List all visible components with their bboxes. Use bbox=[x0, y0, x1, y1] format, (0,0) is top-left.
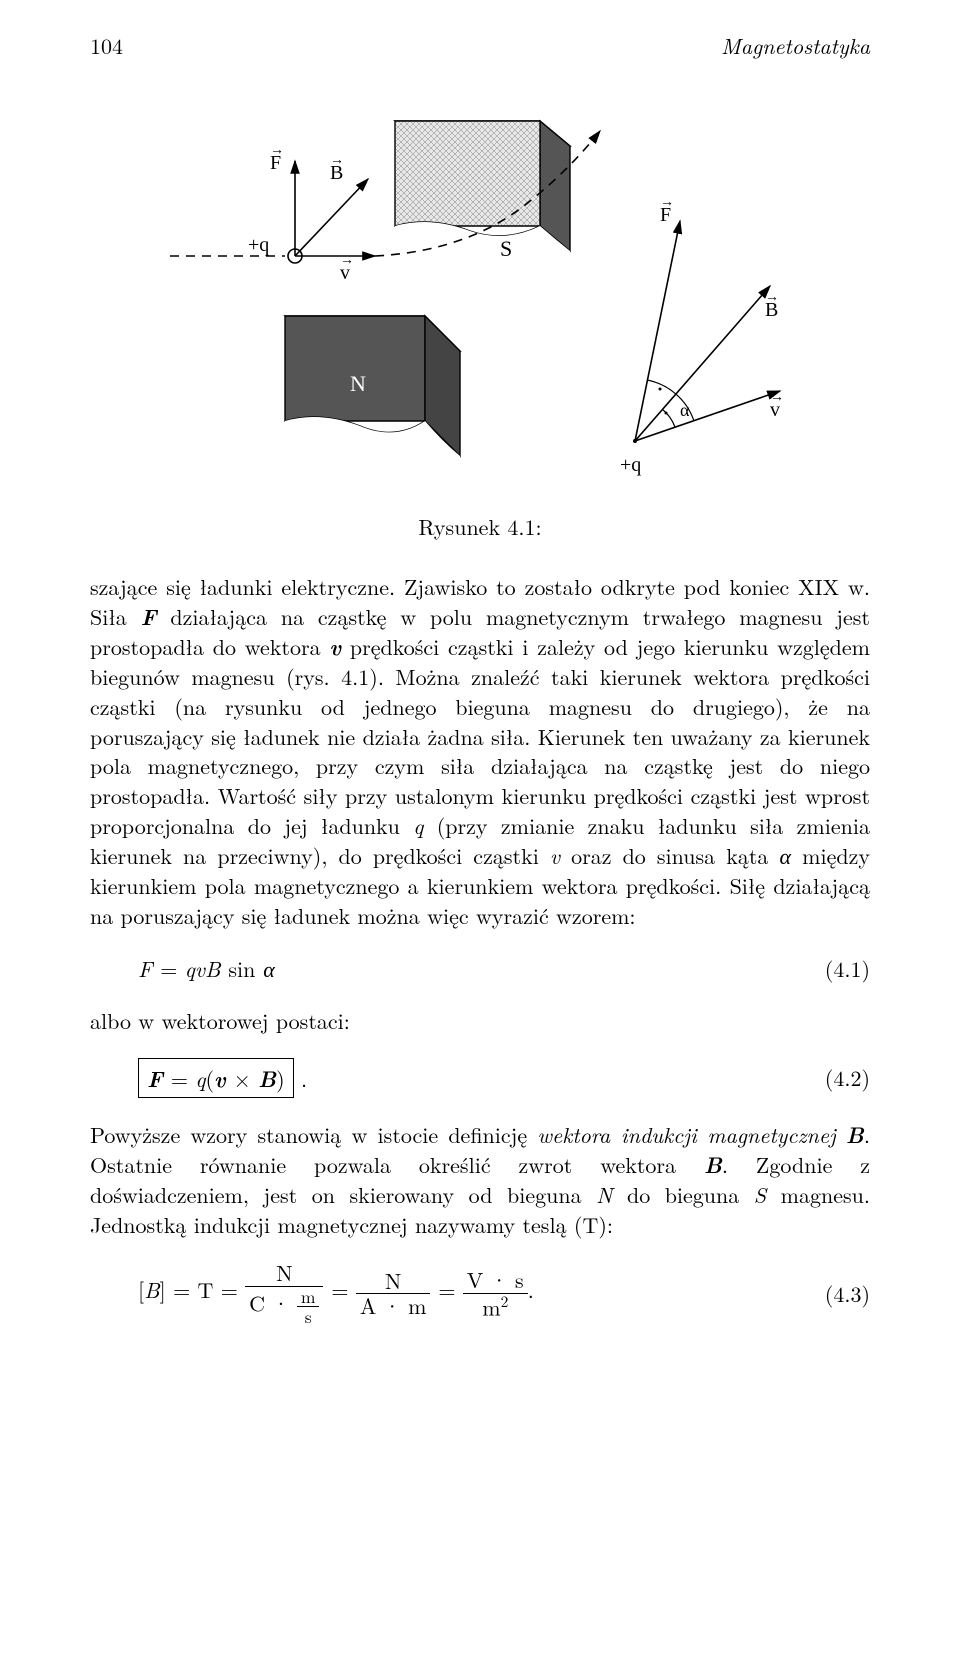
svg-text:→: → bbox=[330, 153, 344, 168]
equation-4-1: F = qvB sin α (4.1) bbox=[90, 953, 870, 984]
chapter-title: Magnetostatyka bbox=[721, 30, 870, 61]
body-paragraph-1: szające się ładunki elektryczne. Zjawisk… bbox=[90, 572, 870, 931]
text-frag: oraz do sinusa kąta bbox=[560, 840, 780, 871]
page-header: 104 Magnetostatyka bbox=[90, 30, 870, 61]
sym-alpha: α bbox=[780, 840, 792, 871]
sym-B2: B bbox=[704, 1148, 722, 1180]
eq3-f1dfd: s bbox=[297, 1306, 320, 1326]
svg-text:N: N bbox=[350, 371, 366, 396]
eq3-f1n: N bbox=[245, 1261, 323, 1285]
sym-F: F bbox=[141, 600, 157, 632]
figure-4-1: +q F → B → v → S N +q bbox=[90, 91, 870, 542]
body-mid: albo w wektorowej postaci: bbox=[90, 1006, 870, 1036]
svg-text:→: → bbox=[765, 290, 779, 305]
eq3-f1dl: C · bbox=[249, 1287, 297, 1318]
eq3-f3n: V · s bbox=[463, 1268, 528, 1292]
eq3-number: (4.3) bbox=[825, 1278, 870, 1309]
eq3-f2d: A · m bbox=[356, 1293, 431, 1318]
svg-text:+q: +q bbox=[620, 454, 641, 476]
eq2-F: F bbox=[147, 1062, 163, 1094]
sym-S: S bbox=[754, 1179, 766, 1210]
eq1-lhs: F bbox=[138, 953, 152, 984]
eq1-number: (4.1) bbox=[825, 953, 870, 984]
equation-4-2: F = q(v × B) . (4.2) bbox=[90, 1058, 870, 1098]
eq2-B: B bbox=[258, 1062, 276, 1094]
svg-text:→: → bbox=[770, 390, 784, 405]
sym-B: B bbox=[846, 1118, 864, 1150]
page-number: 104 bbox=[90, 30, 123, 61]
eq3-f3de: 2 bbox=[501, 1291, 509, 1312]
svg-text:S: S bbox=[500, 236, 512, 261]
term-italic: wektora indukcji magnetycznej bbox=[537, 1119, 835, 1150]
magnet-diagram-svg: +q F → B → v → S N +q bbox=[170, 91, 790, 491]
sym-v2: v bbox=[550, 840, 560, 871]
sym-N: N bbox=[596, 1179, 612, 1210]
sym-v: v bbox=[329, 630, 341, 662]
svg-text:+q: +q bbox=[248, 234, 269, 256]
eq3-f3db: m bbox=[482, 1291, 500, 1322]
figure-caption: Rysunek 4.1: bbox=[90, 511, 870, 542]
eq1-rhs: qvB sin α bbox=[185, 953, 275, 984]
sym-q: q bbox=[413, 810, 423, 841]
body-paragraph-2: Powyższe wzory stanowią w istocie defini… bbox=[90, 1120, 870, 1240]
eq2-q: q bbox=[195, 1063, 205, 1094]
text-frag: do bieguna bbox=[612, 1179, 753, 1210]
svg-text:α: α bbox=[680, 400, 690, 420]
svg-text:→: → bbox=[660, 195, 674, 210]
equation-4-3: [B] = T = N C · ms = N A · m = V · s m2 … bbox=[90, 1261, 870, 1326]
eq2-number: (4.2) bbox=[825, 1062, 870, 1093]
svg-text:→: → bbox=[270, 143, 284, 158]
eq2-v: v bbox=[214, 1062, 226, 1094]
svg-text:→: → bbox=[340, 253, 354, 268]
text-frag: Powyższe wzory stanowią w istocie defini… bbox=[90, 1119, 537, 1150]
